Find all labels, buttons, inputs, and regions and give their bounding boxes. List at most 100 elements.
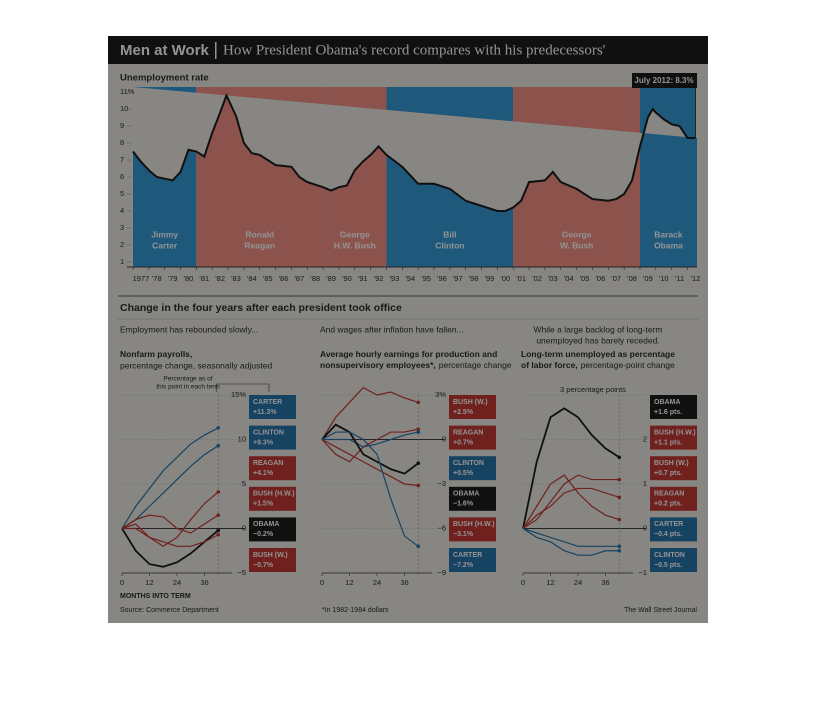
term-label: George [562, 229, 592, 239]
x-tick-label: '08 [627, 274, 637, 283]
series-line [121, 491, 219, 548]
term-label: Reagan [244, 240, 275, 250]
x-tick-label: '03 [548, 274, 558, 283]
series-line [322, 431, 419, 448]
label-box [449, 517, 496, 542]
x-tick-label: '95 [421, 274, 431, 283]
term-label: Jimmy [151, 229, 178, 239]
x-tick-label: '09 [643, 274, 653, 283]
legend-name: OBAMA [453, 491, 479, 498]
term-label: George [340, 229, 370, 239]
source: Source: Commerce Department [120, 607, 219, 614]
end-dot [216, 443, 221, 448]
x-tick-label: '05 [580, 274, 590, 283]
x-tick-label: '80 [184, 274, 194, 283]
x-tick-label: '11 [675, 274, 684, 283]
x-tick-label: '01 [516, 274, 526, 283]
end-dot [216, 490, 221, 494]
x-tick-label: 36 [400, 578, 408, 587]
series-line [522, 527, 620, 556]
end-dot [416, 544, 421, 549]
end-dot [416, 427, 421, 431]
x-tick-label: '84 [247, 274, 257, 283]
intro: And wages after inflation have fallen... [320, 324, 464, 334]
x-tick-label: '82 [215, 274, 225, 283]
value-label: +2.5% [453, 409, 474, 416]
panel-title: Long-term unemployed as percentage [521, 349, 675, 359]
value-label: −0.7% [253, 562, 274, 569]
end-dot [617, 495, 622, 500]
label-box [650, 456, 697, 481]
intro: While a large backlog of long-term [534, 324, 663, 334]
value-label: +0.5% [453, 470, 474, 477]
legend-name: BUSH (H.W.) [654, 429, 696, 436]
panel-title-text: Nonfarm payrolls, [120, 349, 192, 359]
x-tick-label: 12 [546, 578, 554, 587]
term-label: H.W. Bush [334, 240, 376, 250]
x-tick-label: 1977 [133, 274, 150, 283]
series-line [522, 527, 620, 547]
term-label: Ronald [245, 229, 274, 239]
value-label: −3.1% [453, 531, 474, 538]
x-tick-label: 0 [120, 578, 124, 587]
footnote: *In 1982-1984 dollars [322, 607, 389, 614]
x-tick-label: '10 [659, 274, 669, 283]
value-label: −0.4 pts. [654, 531, 682, 538]
y-tick-label: −3 [437, 479, 446, 488]
sky-mask [133, 87, 697, 211]
x-tick-label: 12 [345, 578, 353, 587]
value-label: −0.2% [253, 531, 274, 538]
x-tick-label: '00 [500, 274, 510, 283]
series-line [121, 514, 219, 534]
value-label: −7.2% [453, 562, 474, 569]
y-tick-label: −1 [638, 568, 647, 577]
legend-name: CARTER [654, 521, 683, 528]
y-tick-label: 0 [442, 434, 446, 443]
x-tick-label: 0 [320, 578, 324, 587]
x-tick-label: '88 [310, 274, 320, 283]
label-box [249, 517, 296, 542]
value-label: +1.5% [253, 501, 274, 508]
x-tick-label: 24 [574, 578, 582, 587]
y-tick-label: 1 [643, 479, 647, 488]
label-box [449, 456, 496, 481]
annotation-bracket [215, 383, 270, 392]
x-tick-label: '93 [390, 274, 400, 283]
panel-subtitle: percentage-point change [581, 360, 675, 370]
y-tick-label: 5 [242, 479, 246, 488]
legend-name: BUSH (W.) [253, 552, 288, 559]
y-tick-label: 7 [120, 155, 124, 164]
x-tick-label: 12 [145, 578, 153, 587]
legend-name: REAGAN [453, 429, 483, 436]
series-line [522, 487, 620, 529]
y-tick-label: 2 [643, 434, 647, 443]
y-tick-label: 10 [238, 434, 246, 443]
series-line [321, 386, 419, 440]
y-tick-label: −9 [437, 568, 446, 577]
panel-title: Nonfarm payrolls, [120, 349, 192, 359]
label-box [249, 425, 296, 450]
x-tick-label: 36 [601, 578, 609, 587]
end-dot [216, 426, 221, 430]
end-dot [416, 461, 421, 466]
x-tick-label: '04 [564, 274, 574, 283]
unemployment-line [132, 92, 696, 212]
panel-title-text: nonsupervisory employees*, [320, 360, 436, 370]
callout: July 2012: 8.3% [634, 76, 693, 85]
x-tick-label: '85 [263, 274, 273, 283]
y-tick-label: 6 [120, 172, 124, 181]
end-dot [416, 430, 421, 434]
legend-name: CLINTON [654, 552, 685, 559]
panel-title: nonsupervisory employees*,percentage cha… [320, 360, 512, 370]
end-dot [216, 528, 221, 533]
y-tick-label: 4 [120, 206, 124, 215]
y-tick-label: 3 [120, 223, 124, 232]
sky-mask [127, 87, 133, 152]
x-tick-label: '06 [595, 274, 605, 283]
series-line [321, 431, 419, 547]
value-label: +0.2 pts. [654, 501, 682, 508]
term-label: Obama [654, 240, 683, 250]
panel-title: Average hourly earnings for production a… [320, 349, 497, 359]
x-tick-label: '12 [691, 274, 701, 283]
